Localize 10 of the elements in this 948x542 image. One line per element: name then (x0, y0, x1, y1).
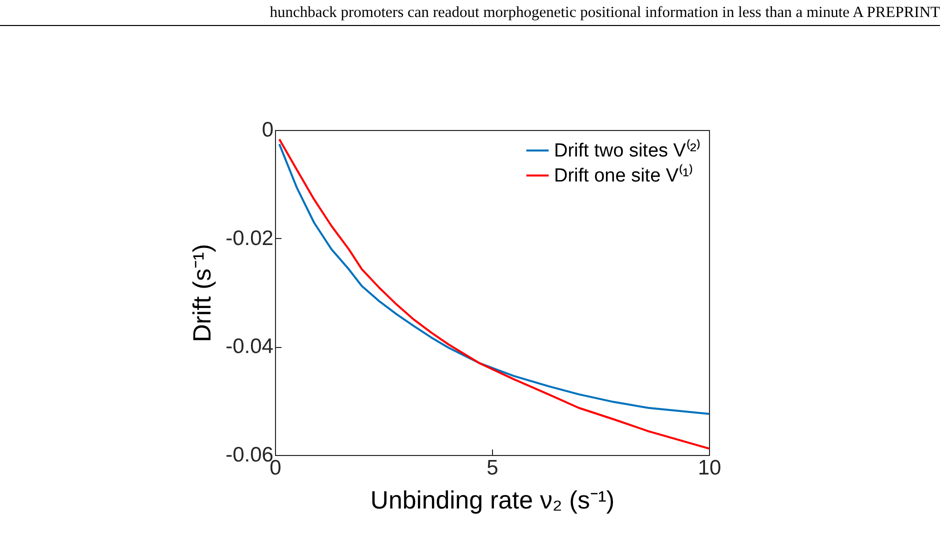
legend-label: Drift two sites V⁽²⁾ (554, 138, 700, 162)
y-tick-label: 0 (262, 118, 274, 142)
legend-label: Drift one site V⁽¹⁾ (554, 164, 693, 186)
y-axis-title: Drift (s⁻¹) (188, 244, 217, 342)
x-tick-label: 5 (486, 456, 498, 480)
text: hunchback promoters can readout morphogenetic positional information in less than a minute A PREPRINT (0, 4, 940, 26)
x-axis-title: Unbinding rate ν₂ (s⁻¹) (370, 486, 615, 514)
y-tick-label: -0.02 (226, 226, 274, 250)
x-tick-label: 10 (698, 456, 722, 480)
y-tick-label: -0.04 (226, 335, 274, 358)
